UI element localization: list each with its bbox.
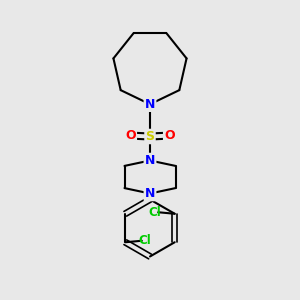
Text: N: N — [145, 98, 155, 111]
Text: Cl: Cl — [149, 206, 162, 219]
Text: O: O — [125, 129, 136, 142]
Text: Cl: Cl — [138, 234, 151, 247]
Text: O: O — [164, 129, 175, 142]
Text: N: N — [145, 154, 155, 167]
Text: S: S — [146, 130, 154, 143]
Text: N: N — [145, 187, 155, 200]
